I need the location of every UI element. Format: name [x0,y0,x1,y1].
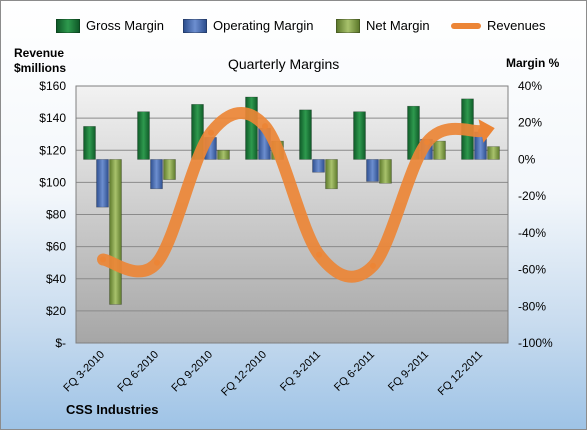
right-tick-label: 0% [518,152,536,166]
legend-label-gross: Gross Margin [86,18,165,33]
x-tick-label: FQ 3-2010 [61,349,107,395]
right-tick-label: -60% [518,263,546,277]
right-axis-title: Margin % [506,56,560,70]
left-tick-label: $20 [46,304,66,318]
revenue-point [100,256,106,263]
legend-gross-margin: Gross Margin [56,18,164,33]
gross-margin-bar [353,111,366,160]
revenue-line [97,107,495,283]
right-tick-label: -100% [518,336,553,350]
chart-title: Quarterly Margins [228,56,340,72]
revenue-point [208,129,214,136]
x-tick-label: FQ 12-2011 [436,349,485,398]
legend-label-revenues: Revenues [487,18,546,33]
gross-margin-bar [299,109,312,160]
legend-swatch-gross [56,18,80,33]
left-axis-title-line2: $millions [14,61,67,75]
left-tick-label: $100 [39,175,66,189]
net-margin-bar [325,159,338,190]
net-margin-bar [379,159,392,184]
right-tick-label: -80% [518,299,546,313]
left-axis-title-line1: Revenue [14,46,65,60]
right-tick-label: -40% [518,226,546,240]
plot-border [75,85,509,344]
net-margin-bar [217,149,230,160]
left-tick-label: $120 [39,143,66,157]
gross-margin-bar [83,126,96,160]
revenue-point [478,127,484,134]
net-margin-bar [487,146,500,160]
revenue-point [370,262,376,269]
left-tick-label: $140 [39,111,66,125]
x-tick-label: FQ 9-2010 [169,349,215,395]
right-tick-label: -20% [518,189,546,203]
right-tick-label: 20% [518,116,542,130]
legend-label-net: Net Margin [366,18,430,33]
left-tick-label: $160 [39,79,66,93]
net-margin-bar [433,140,446,160]
left-tick-label: $40 [46,272,66,286]
x-tick-label: FQ 6-2011 [332,349,377,394]
left-axis-title: Revenue $millions [14,46,66,76]
legend-swatch-operating [183,18,207,33]
operating-margin-bar [96,159,109,208]
revenue-line-path [97,107,487,283]
operating-margin-bar [312,159,325,173]
revenue-point [424,139,430,146]
legend-swatch-net [336,18,360,33]
right-tick-label: 40% [518,79,542,93]
revenue-point [316,251,322,258]
left-tick-label: $60 [46,240,66,254]
net-margin-bar [163,159,176,180]
gross-margin-bar [137,111,150,160]
revenue-point [154,259,160,266]
legend-net-margin: Net Margin [336,18,430,33]
legend-revenues: Revenues [451,18,546,33]
legend-operating-margin: Operating Margin [183,18,313,33]
revenue-point [262,123,268,130]
x-tick-label: FQ 12-2010 [219,349,269,399]
x-tick-label: FQ 9-2011 [386,349,431,394]
revenue-arrowhead [478,119,495,143]
left-tick-label: $- [55,336,66,350]
x-tick-label: FQ 3-2011 [278,349,323,394]
operating-margin-bar [366,159,379,182]
net-margin-bar [109,159,122,305]
legend-swatch-revenues [451,22,481,29]
x-tick-label: FQ 6-2010 [115,349,161,395]
company-name: CSS Industries [66,402,159,417]
operating-margin-bar [150,159,163,190]
legend-label-operating: Operating Margin [213,18,314,33]
left-tick-label: $80 [46,208,66,222]
gross-margin-bar [245,96,258,160]
